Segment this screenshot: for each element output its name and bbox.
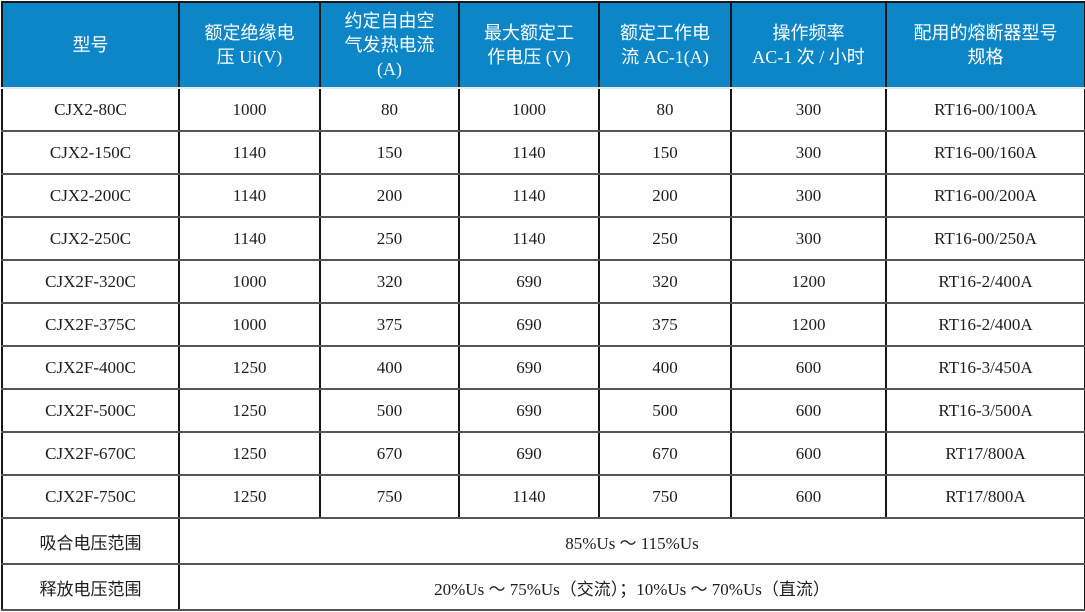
model-cell: CJX2-250C [1, 216, 180, 261]
table-cell: 320 [598, 259, 732, 304]
table-cell: 750 [598, 474, 732, 519]
table-row: CJX2-200C 1140 200 1140 200 300 RT16-00/… [1, 173, 1085, 218]
table-cell: 300 [730, 87, 887, 132]
table-cell: 400 [598, 345, 732, 390]
table-cell: 1000 [458, 87, 600, 132]
table-cell: RT16-00/100A [885, 87, 1085, 132]
table-cell: RT17/800A [885, 474, 1085, 519]
table-cell: 1250 [178, 474, 321, 519]
table-cell: 600 [730, 345, 887, 390]
table-cell: 690 [458, 302, 600, 347]
table-cell: 1250 [178, 345, 321, 390]
table-cell: RT16-2/400A [885, 259, 1085, 304]
pickup-voltage-value: 85%Us ～ 115%Us [178, 517, 1085, 565]
table-cell: 375 [598, 302, 732, 347]
model-cell: CJX2F-375C [1, 302, 180, 347]
table-cell: 400 [319, 345, 460, 390]
table-cell: 80 [319, 87, 460, 132]
table-cell: RT16-2/400A [885, 302, 1085, 347]
table-row: CJX2F-400C 1250 400 690 400 600 RT16-3/4… [1, 345, 1085, 390]
col-header-model: 型号 [1, 1, 180, 89]
table-cell: 200 [598, 173, 732, 218]
table-cell: 690 [458, 259, 600, 304]
table-cell: 1140 [178, 216, 321, 261]
table-cell: 80 [598, 87, 732, 132]
table-row: CJX2F-500C 1250 500 690 500 600 RT16-3/5… [1, 388, 1085, 433]
table-cell: 670 [598, 431, 732, 476]
table-cell: RT17/800A [885, 431, 1085, 476]
table-cell: 150 [598, 130, 732, 175]
table-cell: 150 [319, 130, 460, 175]
pickup-voltage-row: 吸合电压范围 85%Us ～ 115%Us [1, 517, 1085, 565]
table-cell: 250 [319, 216, 460, 261]
table-cell: RT16-3/450A [885, 345, 1085, 390]
table-row: CJX2-250C 1140 250 1140 250 300 RT16-00/… [1, 216, 1085, 261]
release-voltage-value: 20%Us ～ 75%Us（交流）；10%Us ～ 70%Us（直流） [178, 563, 1085, 611]
table-cell: 250 [598, 216, 732, 261]
table-cell: 1140 [458, 474, 600, 519]
model-cell: CJX2F-400C [1, 345, 180, 390]
table-cell: 1140 [458, 216, 600, 261]
table-cell: RT16-3/500A [885, 388, 1085, 433]
table-cell: RT16-00/250A [885, 216, 1085, 261]
table-cell: 690 [458, 388, 600, 433]
model-cell: CJX2F-500C [1, 388, 180, 433]
table-cell: 300 [730, 173, 887, 218]
col-header-fuse-type: 配用的熔断器型号 规格 [885, 1, 1085, 89]
col-header-max-rated-working-voltage: 最大额定工 作电压 (V) [458, 1, 600, 89]
table-cell: 500 [319, 388, 460, 433]
table-cell: 690 [458, 345, 600, 390]
table-cell: 1250 [178, 431, 321, 476]
model-cell: CJX2F-750C [1, 474, 180, 519]
header-row: 型号 额定绝缘电 压 Ui(V) 约定自由空 气发热电流 (A) 最大额定工 作… [1, 1, 1085, 89]
pickup-voltage-label: 吸合电压范围 [1, 517, 180, 565]
col-header-rated-insulation-voltage: 额定绝缘电 压 Ui(V) [178, 1, 321, 89]
table-cell: RT16-00/200A [885, 173, 1085, 218]
table-cell: 600 [730, 388, 887, 433]
release-voltage-row: 释放电压范围 20%Us ～ 75%Us（交流）；10%Us ～ 70%Us（直… [1, 563, 1085, 611]
table-cell: 600 [730, 431, 887, 476]
table-cell: 300 [730, 216, 887, 261]
table-cell: 1000 [178, 87, 321, 132]
model-cell: CJX2-80C [1, 87, 180, 132]
table-cell: 375 [319, 302, 460, 347]
table-cell: 1140 [178, 130, 321, 175]
table-cell: 1140 [178, 173, 321, 218]
table-cell: 320 [319, 259, 460, 304]
table-cell: 200 [319, 173, 460, 218]
col-header-rated-working-current-ac1: 额定工作电 流 AC-1(A) [598, 1, 732, 89]
table-cell: 1250 [178, 388, 321, 433]
table-row: CJX2F-670C 1250 670 690 670 600 RT17/800… [1, 431, 1085, 476]
table-cell: 300 [730, 130, 887, 175]
table-cell: 750 [319, 474, 460, 519]
table-cell: 670 [319, 431, 460, 476]
table-cell: 1140 [458, 130, 600, 175]
table-cell: 1000 [178, 259, 321, 304]
table-cell: RT16-00/160A [885, 130, 1085, 175]
table-row: CJX2F-750C 1250 750 1140 750 600 RT17/80… [1, 474, 1085, 519]
col-header-operating-frequency: 操作频率 AC-1 次 / 小时 [730, 1, 887, 89]
model-cell: CJX2F-670C [1, 431, 180, 476]
model-cell: CJX2-150C [1, 130, 180, 175]
table-cell: 1000 [178, 302, 321, 347]
table-cell: 600 [730, 474, 887, 519]
table-cell: 1200 [730, 259, 887, 304]
table-cell: 500 [598, 388, 732, 433]
table-cell: 1140 [458, 173, 600, 218]
table-cell: 690 [458, 431, 600, 476]
table-row: CJX2-150C 1140 150 1140 150 300 RT16-00/… [1, 130, 1085, 175]
model-cell: CJX2-200C [1, 173, 180, 218]
model-cell: CJX2F-320C [1, 259, 180, 304]
release-voltage-label: 释放电压范围 [1, 563, 180, 611]
col-header-free-air-thermal-current: 约定自由空 气发热电流 (A) [319, 1, 460, 89]
table-cell: 1200 [730, 302, 887, 347]
table-row: CJX2F-375C 1000 375 690 375 1200 RT16-2/… [1, 302, 1085, 347]
table-row: CJX2-80C 1000 80 1000 80 300 RT16-00/100… [1, 87, 1085, 132]
table-row: CJX2F-320C 1000 320 690 320 1200 RT16-2/… [1, 259, 1085, 304]
